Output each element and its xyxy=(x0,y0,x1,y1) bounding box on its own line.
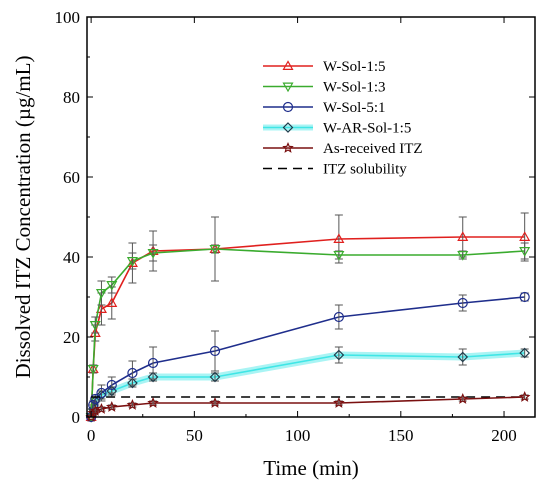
marker-star xyxy=(95,402,108,414)
x-tick-label: 150 xyxy=(388,426,414,445)
series-line xyxy=(90,248,525,418)
marker-triangle-down xyxy=(519,247,531,257)
y-tick-label: 80 xyxy=(63,88,80,107)
marker-star xyxy=(456,392,469,404)
marker-diamond xyxy=(457,351,469,363)
series-4 xyxy=(85,390,531,422)
marker-triangle-up xyxy=(457,231,469,241)
y-axis-label: Dissolved ITZ Concentration (µg/mL) xyxy=(11,56,35,379)
marker-circle xyxy=(147,357,159,369)
marker-triangle-down xyxy=(282,82,294,93)
marker-star xyxy=(126,398,139,410)
legend-entry: W-AR-Sol-1:5 xyxy=(263,121,411,137)
marker-triangle-down xyxy=(333,251,345,261)
marker-star xyxy=(87,406,99,418)
series-layer xyxy=(85,212,531,423)
marker-circle xyxy=(96,387,107,399)
marker-diamond xyxy=(333,349,345,361)
marker-triangle-down xyxy=(126,257,138,267)
marker-triangle-up xyxy=(282,60,294,70)
y-tick-label: 100 xyxy=(55,8,81,27)
marker-diamond xyxy=(519,347,531,359)
y-tick-label: 40 xyxy=(63,248,80,267)
legend-entry: W-Sol-5:1 xyxy=(263,100,386,116)
marker-star xyxy=(147,396,159,408)
marker-diamond xyxy=(209,371,221,383)
legend-label: ITZ solubility xyxy=(323,162,407,178)
marker-circle xyxy=(333,311,344,323)
marker-triangle-down xyxy=(87,365,99,375)
marker-diamond xyxy=(282,122,294,133)
marker-triangle-down xyxy=(95,289,107,299)
marker-triangle-down xyxy=(106,281,118,291)
marker-star xyxy=(282,141,294,153)
marker-star xyxy=(518,390,531,402)
marker-circle xyxy=(127,367,138,379)
marker-diamond xyxy=(147,371,159,383)
y-tick-label: 0 xyxy=(72,408,81,427)
y-tick-label: 20 xyxy=(63,328,80,347)
x-tick-label: 200 xyxy=(491,426,517,445)
series-1 xyxy=(85,242,531,423)
legend-label: W-Sol-5:1 xyxy=(323,100,386,116)
marker-triangle-up xyxy=(333,233,345,243)
marker-circle xyxy=(457,297,468,309)
marker-star xyxy=(209,396,221,408)
legend-label: W-Sol-1:3 xyxy=(323,80,386,96)
marker-circle xyxy=(90,393,101,405)
tick-layer: 0 50 100 150 200 0 20 40 60 80 100 xyxy=(55,8,535,445)
legend-label: W-AR-Sol-1:5 xyxy=(323,121,411,137)
series-0 xyxy=(85,212,531,421)
x-axis-label: Time (min) xyxy=(263,456,358,480)
legend-entry: As-received ITZ xyxy=(263,141,423,157)
x-tick-label: 50 xyxy=(186,426,203,445)
legend-label: As-received ITZ xyxy=(323,141,423,157)
marker-star xyxy=(106,400,118,412)
legend-entry: W-Sol-1:3 xyxy=(263,80,386,96)
legend-entry: ITZ solubility xyxy=(263,162,407,178)
y-tick-label: 60 xyxy=(63,168,80,187)
marker-circle xyxy=(519,291,530,303)
x-tick-label: 0 xyxy=(87,426,96,445)
marker-triangle-down xyxy=(457,251,469,261)
marker-circle xyxy=(106,379,117,391)
marker-diamond xyxy=(127,377,138,389)
legend-entry: W-Sol-1:5 xyxy=(263,59,386,75)
marker-triangle-down xyxy=(209,245,221,255)
marker-triangle-up xyxy=(106,297,118,307)
marker-triangle-up xyxy=(519,231,531,241)
marker-triangle-down xyxy=(147,249,159,259)
x-tick-label: 100 xyxy=(285,426,311,445)
marker-diamond xyxy=(106,385,118,397)
marker-circle xyxy=(209,345,221,357)
legend: W-Sol-1:5 W-Sol-1:3 W-Sol-5:1 W-AR-Sol-1:5 A… xyxy=(263,59,423,178)
marker-circle xyxy=(282,101,294,113)
marker-triangle-down xyxy=(89,321,101,331)
marker-star xyxy=(333,396,345,408)
series-line xyxy=(90,236,525,418)
legend-label: W-Sol-1:5 xyxy=(323,59,386,75)
